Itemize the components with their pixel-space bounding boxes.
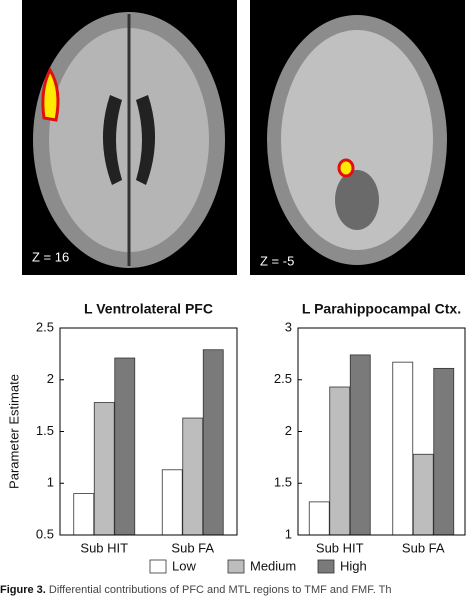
legend-label: Medium: [250, 558, 296, 573]
legend-swatch: [317, 559, 335, 574]
image-label: Z = 16: [32, 249, 69, 264]
bar: [161, 469, 183, 536]
chart-title: L Ventrolateral PFC: [84, 301, 213, 317]
x-tick-label: Sub FA: [402, 540, 445, 555]
plot-frame: [59, 327, 238, 536]
y-tick-label: 1.5: [36, 423, 54, 438]
x-tick-label: Sub HIT: [80, 540, 128, 555]
legend-label: High: [340, 558, 367, 573]
bar: [114, 357, 136, 536]
y-tick-label: 2: [47, 371, 54, 386]
x-tick-label: Sub FA: [171, 540, 214, 555]
bar: [349, 354, 371, 536]
legend-label: Low: [172, 558, 196, 573]
bar: [329, 386, 351, 536]
y-tick-label: 2: [285, 423, 292, 438]
brain-image: Z = 16: [22, 0, 237, 275]
legend-swatch: [227, 559, 245, 574]
y-tick-label: 2.5: [36, 319, 54, 334]
y-tick-label: 2.5: [274, 371, 292, 386]
bar: [433, 367, 455, 536]
bar: [412, 453, 434, 536]
y-tick-label: 3: [285, 319, 292, 334]
legend-swatch: [149, 559, 167, 574]
bar: [308, 501, 330, 536]
bar: [93, 402, 115, 536]
bar: [202, 349, 224, 536]
y-tick-label: 1: [285, 526, 292, 541]
bar: [182, 417, 204, 536]
image-label: Z = -5: [260, 253, 294, 268]
x-tick-label: Sub HIT: [316, 540, 364, 555]
y-tick-label: 0.5: [36, 526, 54, 541]
y-tick-label: 1.5: [274, 475, 292, 490]
brain-image: Z = -5: [250, 0, 465, 275]
plot-frame: [297, 327, 466, 536]
caption-text: Differential contributions of PFC and MT…: [49, 584, 392, 596]
y-axis-label: Parameter Estimate: [6, 374, 21, 489]
chart-title: L Parahippocampal Ctx.: [302, 301, 461, 317]
bar: [392, 361, 414, 536]
bar: [73, 493, 95, 536]
y-tick-label: 1: [47, 475, 54, 490]
caption-label: Figure 3.: [0, 584, 46, 596]
caption: Figure 3. Differential contributions of …: [0, 584, 391, 596]
